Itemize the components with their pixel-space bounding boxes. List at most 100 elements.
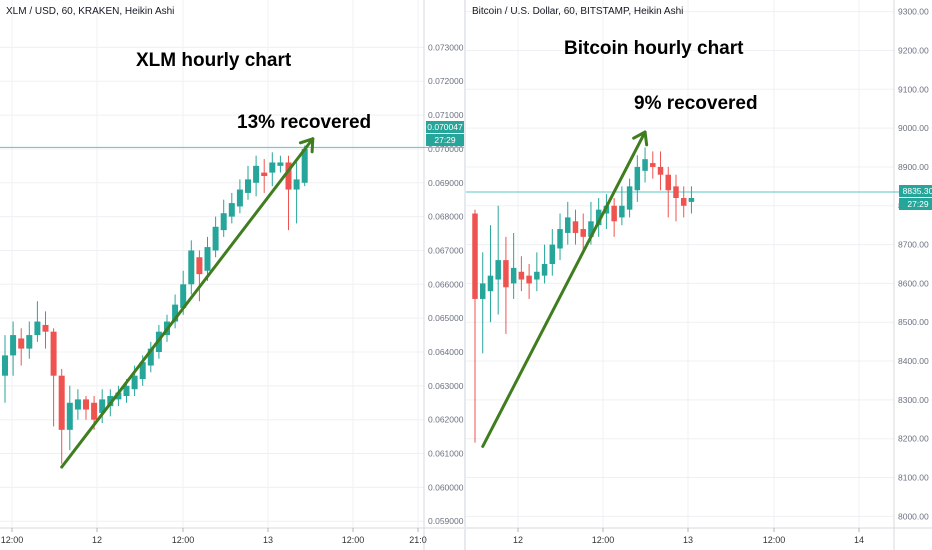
xlm-y-tick-label: 0.073000 <box>428 42 464 52</box>
xlm-y-tick-label: 0.062000 <box>428 415 464 425</box>
xlm-x-tick-label: 12:00 <box>342 535 365 545</box>
xlm-candle-body <box>74 399 81 410</box>
btc-y-tick-label: 8500.00 <box>898 317 929 327</box>
xlm-candle-body <box>220 213 227 231</box>
xlm-candle-body <box>277 162 284 166</box>
xlm-candle-body <box>253 165 260 183</box>
xlm-y-tick-label: 0.060000 <box>428 482 464 492</box>
btc-x-tick-label: 12:00 <box>592 535 615 545</box>
xlm-candle-body <box>293 179 300 190</box>
xlm-y-tick-label: 0.063000 <box>428 381 464 391</box>
xlm-candle-body <box>204 247 211 271</box>
xlm-candle-body <box>83 399 89 410</box>
btc-candle-body <box>580 229 586 237</box>
bitcoin-price-label: 8835.30 <box>899 185 932 197</box>
btc-x-tick-label: 12 <box>513 535 523 545</box>
xlm-x-tick-label: 12:00 <box>1 535 24 545</box>
btc-candle-body <box>510 267 517 284</box>
xlm-candle-body <box>245 179 251 193</box>
xlm-y-tick-label: 0.065000 <box>428 313 464 323</box>
btc-y-tick-label: 8700.00 <box>898 240 929 250</box>
xlm-candle-body <box>172 304 179 322</box>
btc-candle-body <box>595 209 602 226</box>
xlm-annotation-recovered: 13% recovered <box>237 112 372 133</box>
xlm-chart-svg: 0.059000 0.060000 0.061000 0.062000 0.063000… <box>0 0 466 550</box>
xlm-candle-body <box>115 392 122 400</box>
btc-candle-body <box>526 275 532 284</box>
bitcoin-chart-panel: 8000.00 8100.00 8200.00 8300.00 8400.00 8500.… <box>466 0 932 550</box>
xlm-x-tick-label: 12:00 <box>172 535 195 545</box>
xlm-candle-body <box>66 402 73 430</box>
btc-y-tick-label: 8400.00 <box>898 356 929 366</box>
xlm-candle-body <box>301 148 308 183</box>
btc-y-tick-label: 8000.00 <box>898 511 929 521</box>
xlm-y-tick-label: 0.072000 <box>428 76 464 86</box>
xlm-candle-body <box>58 375 65 430</box>
btc-candle-body <box>557 229 563 249</box>
btc-y-tick-label: 9100.00 <box>898 84 929 94</box>
btc-candle-body <box>479 283 486 299</box>
xlm-candle-body <box>261 172 268 176</box>
xlm-y-tick-label: 0.069000 <box>428 178 464 188</box>
xlm-y-tick-label: 0.064000 <box>428 347 464 357</box>
btc-candle-body <box>503 260 509 288</box>
bitcoin-chart-svg: 8000.00 8100.00 8200.00 8300.00 8400.00 8500.… <box>466 0 932 550</box>
btc-candle-body <box>565 217 571 233</box>
xlm-candle-body <box>285 162 292 190</box>
xlm-candle-body <box>188 250 195 285</box>
xlm-candle-body <box>212 226 219 251</box>
xlm-candle-body <box>180 284 187 308</box>
btc-candle-body <box>541 264 548 276</box>
btc-x-tick-label: 12:00 <box>763 535 786 545</box>
bitcoin-chart-header: Bitcoin / U.S. Dollar, 60, BITSTAMP, Hei… <box>472 6 684 17</box>
xlm-candle-body <box>196 257 203 275</box>
xlm-candle-body <box>269 162 276 173</box>
xlm-candle-body <box>99 399 106 413</box>
xlm-candle-body <box>147 348 154 366</box>
btc-arrow-head <box>632 130 649 147</box>
btc-candle-body <box>657 166 664 175</box>
btc-y-tick-label: 9000.00 <box>898 123 929 133</box>
btc-candle-body <box>611 205 617 222</box>
xlm-candle-body <box>131 375 138 390</box>
btc-candle-body <box>518 271 525 280</box>
xlm-x-tick-label: 13 <box>263 535 273 545</box>
bitcoin-countdown-label: 27:29 <box>899 198 932 210</box>
xlm-chart-panel: 0.059000 0.060000 0.061000 0.062000 0.063000… <box>0 0 466 550</box>
xlm-candle-body <box>236 189 243 207</box>
btc-candle-body <box>472 213 478 299</box>
xlm-candle-body <box>123 385 130 396</box>
xlm-candle-body <box>18 338 25 349</box>
btc-x-tick-label: 14 <box>854 535 864 545</box>
panel-divider <box>464 0 467 550</box>
btc-candle-body <box>634 166 641 191</box>
xlm-candle-body <box>26 335 33 349</box>
btc-y-tick-label: 8600.00 <box>898 278 929 288</box>
xlm-candle-body <box>2 355 8 376</box>
btc-candle-body <box>642 159 648 171</box>
xlm-y-tick-label: 0.070000 <box>428 144 464 154</box>
btc-y-tick-label: 9200.00 <box>898 45 929 55</box>
xlm-candle-body <box>139 362 146 380</box>
xlm-chart-header: XLM / USD, 60, KRAKEN, Heikin Ashi <box>6 6 175 17</box>
btc-y-tick-label: 9300.00 <box>898 7 929 17</box>
xlm-candle-body <box>10 335 17 356</box>
xlm-y-tick-label: 0.068000 <box>428 212 464 222</box>
xlm-y-tick-label: 0.061000 <box>428 449 464 459</box>
xlm-x-tick-label: 21:0 <box>409 535 427 545</box>
xlm-candle-body <box>91 402 98 420</box>
xlm-countdown-label: 27:29 <box>426 134 464 146</box>
xlm-y-tick-label: 0.059000 <box>428 516 464 526</box>
btc-x-tick-label: 13 <box>683 535 693 545</box>
btc-y-tick-label: 8100.00 <box>898 473 929 483</box>
btc-candle-body <box>572 221 579 233</box>
btc-y-tick-label: 8900.00 <box>898 162 929 172</box>
btc-candle-body <box>673 186 679 198</box>
btc-candle-body <box>487 275 494 292</box>
btc-candle-body <box>588 221 594 237</box>
xlm-y-tick-label: 0.067000 <box>428 245 464 255</box>
bitcoin-annotation-title: Bitcoin hourly chart <box>564 38 744 59</box>
btc-candle-body <box>549 244 556 264</box>
btc-candle-body <box>665 174 671 191</box>
btc-candle-body <box>688 198 695 202</box>
